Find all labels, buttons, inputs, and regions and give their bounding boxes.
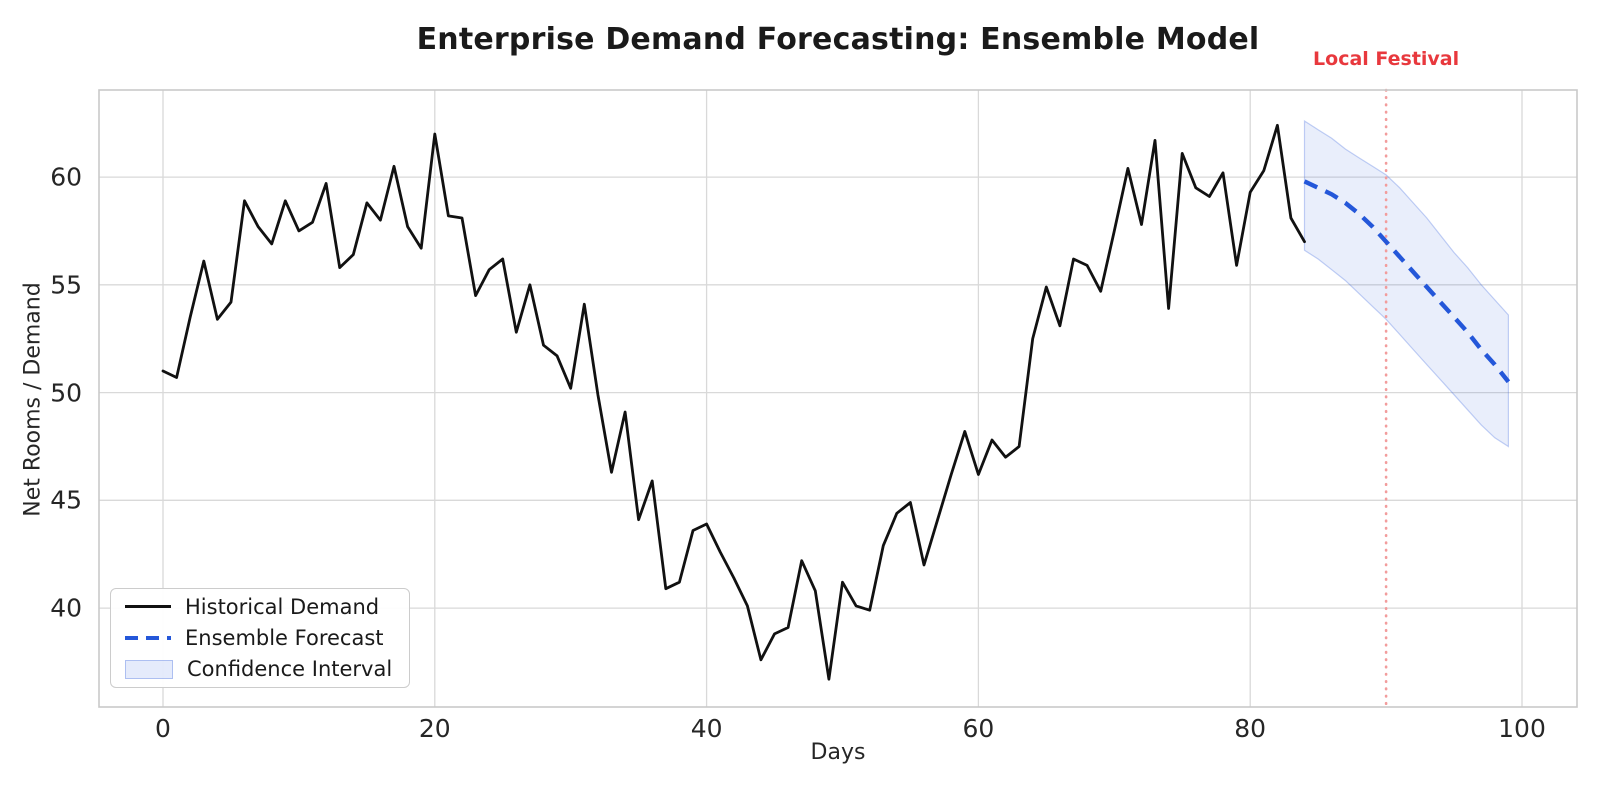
x-tick-label: 0 [155,714,171,743]
confidence-band-swatch [125,659,173,679]
confidence-band [1303,119,1510,448]
legend-label: Historical Demand [185,594,380,619]
chart-title: Enterprise Demand Forecasting: Ensemble … [416,22,1260,57]
historical-line [161,123,1306,681]
x-tick-label: 60 [962,714,995,743]
legend: Historical Demand Ensemble Forecast Conf… [110,588,410,688]
y-tick-label: 60 [50,162,82,192]
x-tick-label: 40 [690,714,723,743]
x-tick-label: 100 [1498,714,1546,743]
forecast-line-swatch [125,636,171,640]
legend-label: Confidence Interval [187,657,393,682]
legend-label: Ensemble Forecast [185,626,384,650]
legend-item-forecast: Ensemble Forecast [125,623,409,654]
legend-item-confidence: Confidence Interval [125,654,409,685]
y-tick-label: 50 [50,378,82,408]
x-tick-label: 80 [1234,714,1267,743]
x-axis-title: Days [810,740,866,765]
historical-line-swatch [125,605,171,609]
x-tick-label: 20 [418,714,451,743]
y-tick-label: 45 [50,485,82,515]
legend-item-historical: Historical Demand [125,591,409,622]
festival-annotation-label: Local Festival [1313,48,1460,70]
y-tick-label: 40 [50,593,82,623]
plot-border [98,89,1578,708]
y-tick-label: 55 [50,270,82,300]
forecast-line [1303,179,1511,384]
